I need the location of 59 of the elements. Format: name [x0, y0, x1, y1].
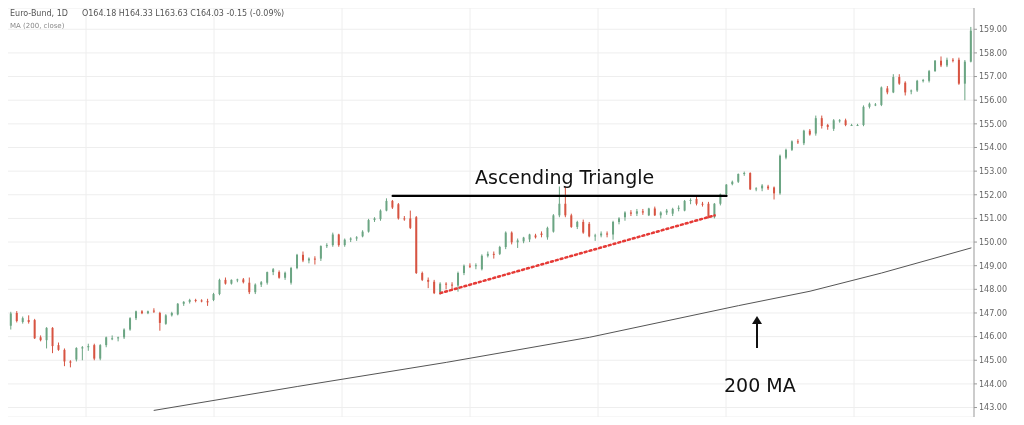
candlestick	[892, 73, 895, 94]
candlestick	[135, 310, 138, 321]
candlestick	[140, 309, 143, 315]
candlestick	[117, 336, 120, 342]
chart-subtitle: O164.18 H164.33 L163.63 C164.03 -0.15 (-0.09%)	[81, 9, 285, 18]
candlestick	[45, 326, 48, 349]
candlestick	[301, 251, 304, 263]
y-tick-label: 151.00	[979, 214, 1007, 224]
line-series	[153, 247, 972, 411]
y-tick-label: 143.00	[979, 403, 1007, 413]
candlestick	[313, 255, 316, 266]
candlestick	[451, 281, 454, 292]
candlestick	[552, 213, 555, 234]
y-tick-label: 144.00	[979, 379, 1007, 389]
candlestick	[957, 57, 960, 86]
candlestick	[618, 216, 621, 225]
y-tick-label: 146.00	[979, 332, 1007, 342]
y-tick-label: 149.00	[979, 261, 1007, 271]
candlestick	[457, 271, 460, 293]
candlestick	[880, 85, 883, 107]
candlestick	[796, 138, 799, 145]
candlestick	[862, 104, 865, 127]
candlestick	[606, 230, 609, 238]
y-tick-label: 158.00	[979, 48, 1007, 58]
candlestick	[641, 208, 644, 216]
candlestick	[468, 262, 471, 269]
candlestick	[445, 281, 448, 290]
candlestick	[779, 154, 782, 196]
candlestick	[814, 115, 817, 137]
candlestick	[773, 185, 776, 200]
y-tick-label: 153.00	[979, 166, 1007, 176]
candlestick	[767, 184, 770, 191]
annotation: 200 MA	[724, 374, 796, 396]
y-tick-label: 159.00	[979, 25, 1007, 35]
candlestick	[152, 307, 155, 314]
y-tick-label: 157.00	[979, 72, 1007, 82]
candlestick	[33, 318, 36, 340]
candlestick	[81, 345, 84, 361]
candlestick	[635, 208, 638, 217]
candlestick	[51, 326, 54, 354]
candlestick	[963, 59, 966, 101]
candlestick	[474, 262, 477, 270]
y-tick-label: 156.00	[979, 96, 1007, 106]
chart-title: Euro-Bund, 1D	[10, 9, 68, 18]
y-tick-label: 150.00	[979, 237, 1007, 247]
candlestick	[409, 210, 412, 230]
y-tick-label: 152.00	[979, 190, 1007, 200]
candlestick	[612, 220, 615, 241]
candlestick	[158, 311, 161, 332]
annotation: Ascending Triangle	[475, 166, 655, 188]
y-tick-label: 154.00	[979, 143, 1007, 153]
y-tick-label: 147.00	[979, 308, 1007, 318]
candlestick	[951, 57, 954, 63]
y-tick-label: 148.00	[979, 285, 1007, 295]
y-tick-label: 155.00	[979, 119, 1007, 129]
candlestick	[296, 253, 299, 270]
candlestick	[922, 78, 925, 83]
candlestick	[629, 209, 632, 217]
y-tick-label: 145.00	[979, 356, 1007, 366]
